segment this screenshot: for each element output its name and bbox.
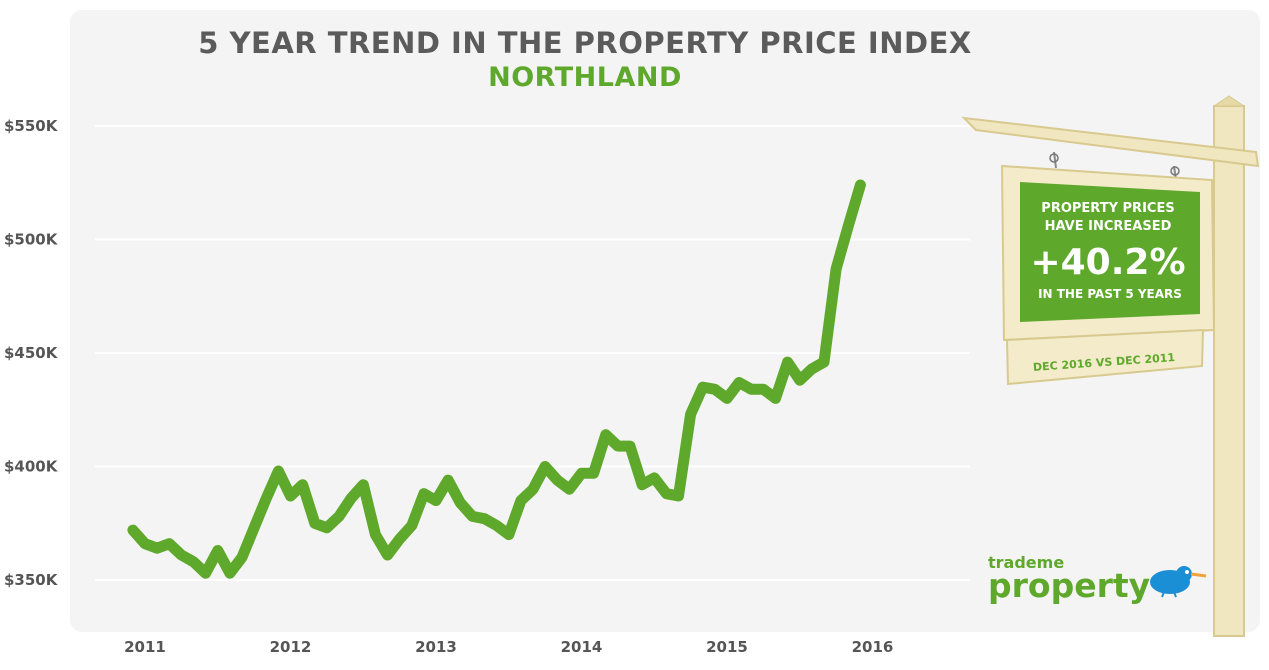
data-point bbox=[710, 385, 719, 394]
data-point bbox=[820, 358, 828, 367]
data-point bbox=[565, 485, 574, 494]
data-point bbox=[783, 358, 792, 367]
data-point bbox=[298, 480, 307, 489]
sign-post-illustration: PROPERTY PRICES HAVE INCREASED +40.2% IN… bbox=[961, 95, 1260, 637]
sign-note-board bbox=[1005, 328, 1205, 386]
x-tick-label: 2012 bbox=[270, 638, 312, 656]
data-point bbox=[541, 462, 550, 471]
data-point bbox=[516, 496, 525, 505]
data-point bbox=[347, 494, 356, 503]
x-tick-label: 2015 bbox=[706, 638, 748, 656]
data-point bbox=[141, 539, 149, 548]
y-axis-ticks: $350K $400K $450K $500K $550K bbox=[4, 117, 59, 589]
data-point bbox=[674, 492, 683, 501]
data-point bbox=[274, 467, 283, 476]
data-point bbox=[165, 539, 174, 548]
sign-arm bbox=[961, 116, 1260, 168]
data-point bbox=[577, 469, 586, 478]
data-point bbox=[395, 535, 404, 544]
data-point bbox=[177, 551, 186, 560]
data-point bbox=[444, 476, 453, 485]
gridlines bbox=[95, 125, 970, 581]
data-point bbox=[601, 430, 610, 439]
data-point bbox=[456, 498, 465, 507]
data-point bbox=[153, 544, 162, 553]
data-point bbox=[832, 265, 841, 274]
data-point bbox=[189, 557, 198, 566]
data-point bbox=[771, 394, 780, 403]
x-tick-label: 2013 bbox=[415, 638, 457, 656]
data-point bbox=[650, 473, 659, 482]
data-point bbox=[686, 410, 695, 419]
data-point bbox=[407, 521, 416, 530]
data-points bbox=[128, 181, 865, 578]
data-point bbox=[759, 385, 768, 394]
data-point bbox=[286, 492, 295, 501]
data-point bbox=[335, 512, 343, 521]
series-layer bbox=[127, 179, 866, 579]
data-point bbox=[310, 519, 319, 528]
data-point bbox=[723, 394, 731, 403]
sign-line-1: PROPERTY PRICES bbox=[1041, 201, 1174, 216]
y-tick-label: $450K bbox=[4, 344, 59, 362]
y-tick-label: $400K bbox=[4, 458, 59, 476]
data-point bbox=[613, 442, 622, 451]
data-point bbox=[201, 569, 210, 578]
data-point bbox=[359, 480, 368, 489]
data-point bbox=[795, 376, 804, 385]
y-tick-label: $350K bbox=[4, 571, 59, 589]
data-point bbox=[322, 523, 331, 532]
data-point bbox=[807, 364, 816, 373]
y-tick-label: $550K bbox=[4, 117, 59, 135]
data-point bbox=[589, 469, 598, 478]
chart-subtitle: NORTHLAND bbox=[488, 62, 682, 93]
data-point bbox=[662, 489, 671, 498]
sign-green-panel bbox=[1020, 182, 1200, 322]
sign-line-2: HAVE INCREASED bbox=[1045, 219, 1172, 234]
x-axis-ticks: 2011 2012 2013 2014 2015 2016 bbox=[124, 638, 893, 656]
sign-line-3: IN THE PAST 5 YEARS bbox=[1038, 287, 1182, 301]
x-tick-label: 2016 bbox=[852, 638, 894, 656]
data-point bbox=[747, 385, 756, 394]
data-point bbox=[529, 485, 537, 494]
data-point bbox=[698, 383, 707, 392]
data-point bbox=[504, 530, 513, 539]
data-point bbox=[480, 514, 489, 523]
sign-post-top bbox=[1212, 95, 1246, 107]
series-line bbox=[127, 179, 866, 579]
sign-ring-right bbox=[1170, 166, 1180, 176]
data-point bbox=[383, 551, 392, 560]
data-point bbox=[371, 530, 380, 539]
data-point bbox=[419, 489, 428, 498]
data-point bbox=[250, 523, 259, 532]
x-tick-label: 2011 bbox=[124, 638, 166, 656]
sign-post bbox=[1213, 105, 1245, 637]
data-point bbox=[225, 569, 234, 578]
x-tick-label: 2014 bbox=[561, 638, 603, 656]
logo-big-text: property bbox=[988, 566, 1151, 605]
data-point bbox=[856, 181, 865, 190]
data-point bbox=[128, 526, 137, 535]
data-point bbox=[492, 521, 501, 530]
data-point bbox=[844, 221, 853, 230]
logo-small-text: trademe bbox=[988, 553, 1065, 572]
data-point bbox=[238, 553, 246, 562]
chart-title: 5 YEAR TREND IN THE PROPERTY PRICE INDEX bbox=[198, 26, 972, 60]
data-point bbox=[213, 546, 222, 555]
data-point bbox=[735, 378, 744, 387]
data-point bbox=[262, 494, 271, 503]
kiwi-bird-icon bbox=[1150, 566, 1207, 598]
data-point bbox=[432, 496, 440, 505]
sign-ring-left bbox=[1049, 153, 1059, 163]
sign-value: +40.2% bbox=[1030, 242, 1185, 283]
data-point bbox=[626, 442, 634, 451]
data-point bbox=[553, 476, 562, 485]
trademe-property-logo: trademe property bbox=[988, 553, 1151, 605]
data-point bbox=[638, 480, 647, 489]
data-point bbox=[468, 512, 477, 521]
y-tick-label: $500K bbox=[4, 231, 59, 249]
